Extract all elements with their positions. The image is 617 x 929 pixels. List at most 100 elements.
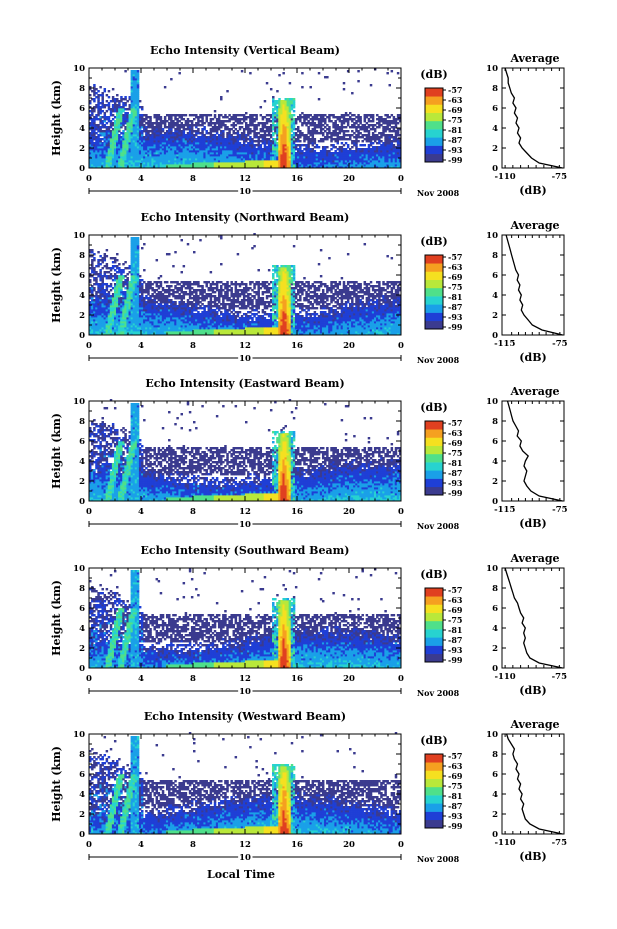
heatmap-cell	[307, 128, 310, 131]
heatmap-cell	[193, 130, 196, 133]
heatmap-cell	[217, 136, 221, 139]
heatmap-cell	[319, 122, 323, 125]
heatmap-cell	[99, 158, 102, 161]
heatmap-cell	[253, 154, 256, 157]
heatmap-cell	[265, 166, 269, 169]
heatmap-cell	[113, 156, 117, 159]
heatmap-cell	[330, 134, 333, 137]
heatmap-cell	[122, 156, 125, 159]
heatmap-cell	[118, 148, 121, 151]
heatmap-cell	[143, 154, 146, 157]
heatmap-cell	[297, 152, 300, 155]
heatmap-cell	[143, 166, 146, 169]
heatmap-cell	[151, 162, 154, 165]
heatmap-cell	[288, 114, 292, 117]
heatmap-cell	[95, 128, 98, 131]
heatmap-cell	[342, 88, 346, 91]
heatmap-cell	[232, 116, 235, 119]
heatmap-cell	[163, 162, 167, 165]
heatmap-cell	[353, 152, 356, 155]
heatmap-cell	[165, 160, 169, 163]
heatmap-cell	[141, 108, 144, 111]
heatmap-cell	[319, 132, 323, 135]
heatmap-cell	[93, 158, 96, 161]
heatmap-cell	[172, 138, 175, 141]
heatmap-cell	[257, 156, 260, 159]
heatmap-cell	[357, 130, 360, 133]
heatmap-cell	[336, 158, 339, 161]
heatmap-cell	[286, 136, 290, 139]
heatmap-cell	[369, 150, 373, 153]
heatmap-cell	[116, 146, 119, 149]
heatmap-cell	[317, 140, 321, 143]
heatmap-cell	[195, 134, 198, 137]
heatmap-cell	[297, 162, 300, 165]
colorbar-tick-label: -81	[448, 125, 462, 135]
heatmap-cell	[249, 148, 252, 151]
heatmap-cell	[305, 118, 308, 121]
heatmap-cell	[344, 150, 348, 153]
y-tick-label: 8	[79, 84, 85, 94]
heatmap-cell	[97, 144, 100, 147]
heatmap-cell	[342, 82, 346, 85]
heatmap-cell	[247, 134, 250, 137]
heatmap-cell	[168, 164, 171, 167]
heatmap-cell	[251, 144, 254, 147]
heatmap-cell	[118, 126, 121, 129]
heatmap-cell	[261, 154, 265, 157]
heatmap-cell	[101, 154, 104, 157]
heatmap-cell	[134, 144, 138, 147]
heatmap-cell	[130, 78, 134, 81]
heatmap-cell	[245, 116, 248, 119]
heatmap-cell	[388, 84, 391, 87]
heatmap-cell	[319, 152, 323, 155]
heatmap-cell	[232, 124, 235, 127]
heatmap-cell	[217, 156, 221, 159]
heatmap-cell	[132, 96, 136, 99]
heatmap-cell	[199, 154, 202, 157]
heatmap-cell	[99, 102, 102, 105]
heatmap-cell	[170, 78, 173, 81]
heatmap-cell	[134, 72, 138, 75]
heatmap-cell	[130, 114, 134, 117]
heatmap-cell	[228, 120, 231, 123]
heatmap-cell	[99, 116, 102, 119]
heatmap-cell	[103, 148, 107, 151]
heatmap-cell	[201, 134, 204, 137]
heatmap-cell	[97, 142, 100, 145]
heatmap-cell	[213, 162, 217, 165]
heatmap-cell	[132, 112, 136, 115]
heatmap-cell	[174, 116, 177, 119]
heatmap-cell	[272, 120, 275, 123]
heatmap-cell	[95, 96, 98, 99]
heatmap-cell	[89, 144, 92, 147]
heatmap-cell	[138, 140, 142, 143]
heatmap-cell	[182, 142, 186, 145]
heatmap-cell	[257, 150, 260, 153]
heatmap-cell	[349, 150, 352, 153]
heatmap-cell	[188, 134, 192, 137]
heatmap-cell	[130, 96, 134, 99]
heatmap-cell	[89, 148, 92, 151]
heatmap-cell	[157, 114, 161, 117]
heatmap-cell	[342, 136, 346, 139]
heatmap-cell	[113, 162, 117, 165]
heatmap-cell	[292, 154, 296, 157]
heatmap-cell	[136, 86, 140, 89]
heatmap-cell	[355, 154, 358, 157]
heatmap-cell	[267, 164, 271, 167]
heatmap-cell	[294, 138, 298, 141]
heatmap-cell	[371, 158, 375, 161]
heatmap-cell	[95, 138, 98, 141]
heatmap-cell	[303, 120, 306, 123]
heatmap-cell	[278, 142, 281, 145]
heatmap-cell	[319, 166, 323, 169]
heatmap-cell	[309, 142, 312, 145]
heatmap-cell	[130, 160, 134, 163]
heatmap-cell	[116, 158, 119, 161]
heatmap-cell	[116, 164, 119, 167]
heatmap-cell	[297, 118, 300, 121]
heatmap-cell	[361, 140, 364, 143]
heatmap-cell	[286, 142, 290, 145]
heatmap-cell	[143, 136, 146, 139]
